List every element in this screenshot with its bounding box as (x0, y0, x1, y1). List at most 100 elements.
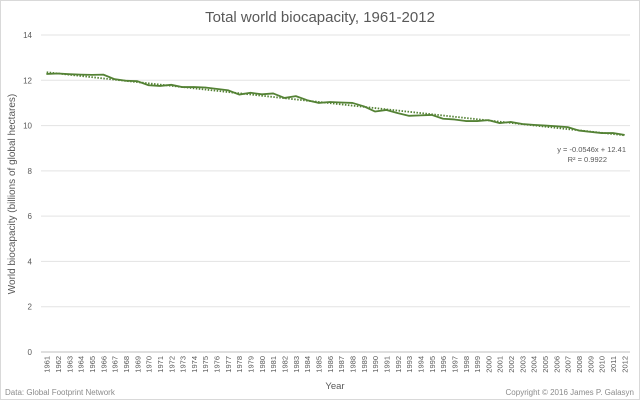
data-point (227, 89, 229, 91)
y-tick-label: 8 (28, 167, 33, 176)
data-point (544, 124, 546, 127)
x-tick-label: 1984 (303, 356, 312, 373)
data-point (136, 80, 138, 82)
data-point (283, 97, 286, 99)
x-tick-label: 1991 (382, 356, 391, 373)
data-point (317, 102, 320, 104)
x-tick-label: 1986 (326, 356, 335, 373)
data-point (487, 119, 490, 121)
x-tick-label: 2003 (518, 356, 527, 373)
x-tick-label: 1998 (462, 356, 471, 373)
data-point (295, 95, 297, 97)
x-tick-label: 1970 (145, 356, 154, 373)
data-point (612, 132, 614, 134)
data-point (80, 74, 82, 76)
x-tick-label: 1975 (201, 356, 210, 373)
trendline-r2: R² = 0.9922 (568, 155, 607, 164)
data-point (306, 99, 308, 101)
data-point (385, 109, 388, 111)
x-tick-label: 2002 (507, 356, 516, 373)
x-tick-label: 2005 (541, 356, 550, 373)
data-point (408, 115, 410, 117)
data-point (363, 105, 365, 107)
trendline-equation: y = -0.0546x + 12.41 (557, 145, 626, 154)
data-point (499, 122, 501, 124)
data-point (272, 92, 274, 95)
x-tick-label: 1993 (405, 356, 414, 373)
data-point (238, 93, 240, 96)
data-point (148, 84, 150, 86)
x-tick-label: 1965 (88, 356, 97, 373)
x-tick-label: 2006 (552, 356, 561, 373)
data-point (397, 112, 399, 114)
x-tick-label: 1972 (167, 356, 176, 373)
data-point (159, 85, 161, 87)
x-tick-label: 1977 (224, 356, 233, 373)
data-point (351, 102, 354, 104)
y-tick-label: 4 (28, 257, 33, 266)
x-tick-label: 1969 (133, 356, 142, 373)
x-tick-label: 2012 (620, 356, 629, 373)
copyright-note: Copyright © 2016 James P. Galasyn (506, 388, 634, 397)
x-tick-label: 1997 (450, 356, 459, 373)
x-tick-label: 2007 (564, 356, 573, 373)
y-axis-title: World biocapacity (billions of global he… (7, 94, 18, 294)
data-point (249, 92, 252, 94)
x-tick-label: 1967 (111, 356, 120, 373)
y-tick-label: 6 (28, 212, 33, 221)
data-point (181, 86, 184, 88)
data-point (623, 134, 625, 136)
x-tick-label: 1973 (179, 356, 188, 373)
x-tick-label: 1962 (54, 356, 63, 373)
data-point (68, 73, 70, 75)
x-tick-label: 1994 (416, 356, 425, 373)
source-note: Data: Global Footprint Network (5, 388, 116, 397)
data-point (204, 86, 206, 89)
chart-title: Total world biocapacity, 1961-2012 (205, 9, 435, 26)
data-point (125, 80, 127, 82)
data-point (340, 101, 342, 104)
data-point (465, 120, 467, 122)
data-point (453, 118, 456, 121)
data-point (578, 129, 580, 132)
x-tick-label: 1980 (258, 356, 267, 373)
x-tick-label: 1982 (281, 356, 290, 373)
x-tick-label: 1964 (77, 356, 86, 373)
x-tick-label: 2000 (484, 356, 493, 373)
data-point (431, 114, 433, 116)
data-point (114, 78, 116, 80)
data-point (329, 101, 331, 103)
x-tick-label: 1995 (428, 356, 437, 373)
data-point (555, 125, 557, 127)
data-point (91, 74, 93, 76)
y-tick-label: 10 (23, 122, 32, 131)
data-point (589, 131, 591, 133)
x-tick-label: 1983 (292, 356, 301, 373)
data-point (374, 110, 376, 113)
data-point (521, 123, 523, 125)
x-tick-label: 1966 (99, 356, 108, 373)
x-tick-label: 1963 (65, 356, 74, 373)
y-tick-label: 0 (28, 348, 33, 357)
x-tick-label: 2008 (575, 356, 584, 373)
data-point (476, 120, 478, 122)
x-tick-label: 1981 (269, 356, 278, 373)
data-point (215, 88, 218, 90)
x-tick-label: 1988 (348, 356, 357, 373)
x-tick-label: 2010 (598, 356, 607, 373)
y-tick-label: 12 (23, 76, 32, 85)
x-tick-label: 1961 (43, 356, 52, 373)
x-tick-label: 1985 (315, 356, 324, 373)
data-point (261, 93, 263, 95)
x-tick-label: 1996 (439, 356, 448, 373)
x-tick-label: 1989 (360, 356, 369, 373)
x-tick-label: 1974 (190, 356, 199, 373)
data-point (46, 73, 48, 75)
x-tick-label: 2009 (586, 356, 595, 373)
x-tick-label: 1979 (247, 356, 256, 373)
x-tick-label: 1987 (337, 356, 346, 373)
y-tick-label: 2 (28, 303, 33, 312)
x-tick-label: 1978 (235, 356, 244, 373)
data-point (419, 114, 422, 116)
